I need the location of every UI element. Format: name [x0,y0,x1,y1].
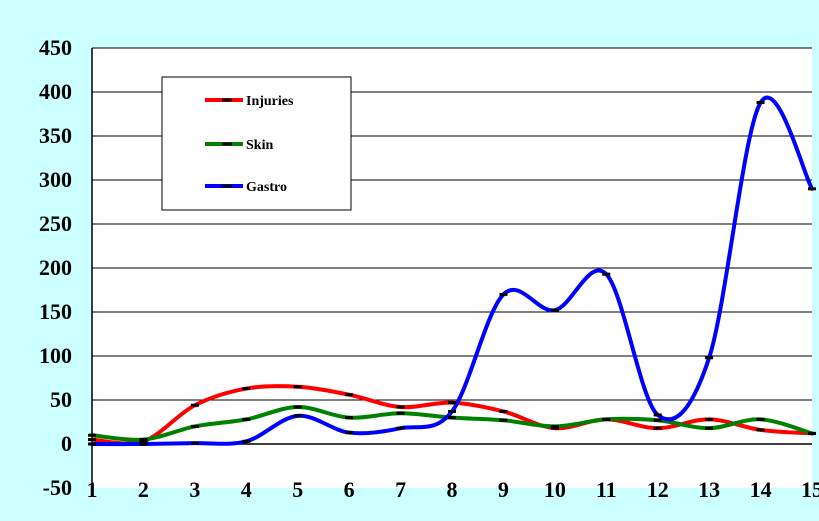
x-tick-label: 6 [344,477,355,502]
x-tick-label: 3 [189,477,200,502]
legend: Injuries Skin Gastro [162,77,351,210]
x-tick-label: 13 [698,477,720,502]
x-tick-label: 15 [801,477,819,502]
y-tick-label: 200 [39,255,72,280]
x-tick-label: 11 [596,477,617,502]
x-tick-label: 2 [138,477,149,502]
y-tick-label: 300 [39,167,72,192]
y-tick-label: 50 [50,387,72,412]
x-tick-label: 1 [87,477,98,502]
y-tick-label: 150 [39,299,72,324]
legend-label-injuries: Injuries [246,94,294,109]
y-tick-label: 250 [39,211,72,236]
y-tick-label: 400 [39,79,72,104]
y-tick-label: 0 [61,431,72,456]
y-tick-label: -50 [43,475,72,500]
x-tick-label: 9 [498,477,509,502]
y-tick-label: 350 [39,123,72,148]
y-tick-label: 450 [39,35,72,60]
y-tick-label: 100 [39,343,72,368]
x-tick-label: 4 [241,477,252,502]
x-tick-label: 14 [750,477,772,502]
x-tick-label: 8 [447,477,458,502]
x-tick-label: 12 [647,477,669,502]
x-tick-label: 5 [292,477,303,502]
y-tick-labels: -50 0 50 100 150 200 250 300 350 400 450 [39,35,72,500]
legend-label-gastro: Gastro [246,180,287,195]
x-tick-label: 10 [544,477,566,502]
legend-label-skin: Skin [246,138,273,153]
x-tick-label: 7 [395,477,406,502]
